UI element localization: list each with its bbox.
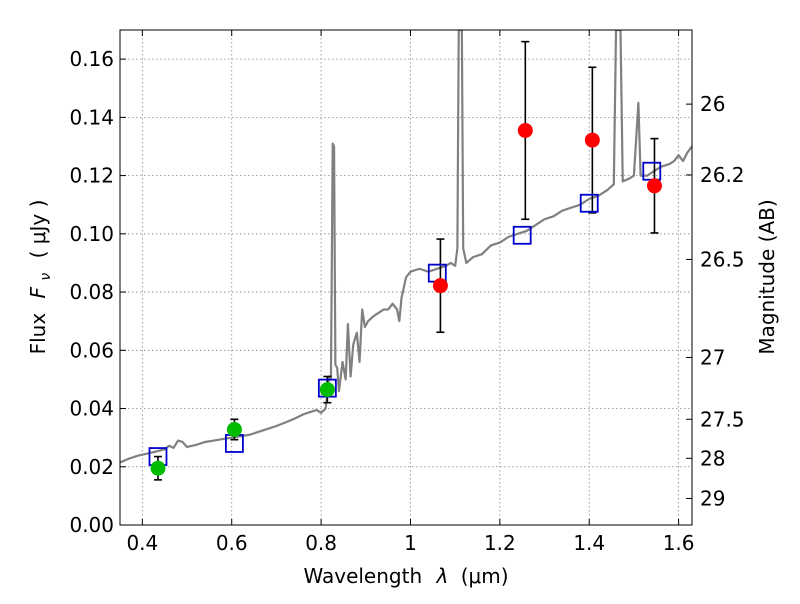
y-tick-label: 0.04 xyxy=(69,397,114,421)
y-axis-label: Flux F ν ( μJy ) xyxy=(26,200,55,355)
y2-tick-label: 27.5 xyxy=(700,407,745,431)
y2-tick-label: 27 xyxy=(700,345,725,369)
y-tick-label: 0.16 xyxy=(69,47,114,71)
y2-tick-label: 26 xyxy=(700,92,725,116)
y-axis-label-unit: ( μJy ) xyxy=(26,200,50,259)
y-axis-label-sub: ν xyxy=(38,273,54,281)
x-axis-label-unit: (μm) xyxy=(461,564,509,588)
x-tick-label: 1.2 xyxy=(484,531,516,555)
y2-tick-label: 26.2 xyxy=(700,163,745,187)
model-box-marker xyxy=(642,161,662,181)
y-tick-label: 0.14 xyxy=(69,105,114,129)
x-axis-label: Wavelength λ (μm) xyxy=(303,564,508,588)
spectrum-line xyxy=(120,30,692,464)
y-axis-label-text: Flux xyxy=(26,313,50,355)
nir-point xyxy=(432,278,448,294)
y2-axis-label: Magnitude (AB) xyxy=(755,199,779,354)
y2-tick-label: 29 xyxy=(700,486,725,510)
y2-tick-label: 26.5 xyxy=(700,247,745,271)
y-tick-label: 0.00 xyxy=(69,513,114,537)
model-box-marker xyxy=(512,225,532,245)
optical-point xyxy=(150,460,166,476)
x-tick-label: 0.6 xyxy=(216,531,248,555)
nir-point xyxy=(646,178,662,194)
y-tick-label: 0.08 xyxy=(69,280,114,304)
optical-point xyxy=(319,382,335,398)
model-box-marker xyxy=(579,193,599,213)
nir-point xyxy=(584,132,600,148)
y2-tick-label: 28 xyxy=(700,446,725,470)
optical-point xyxy=(226,421,242,437)
x-axis-label-var: λ xyxy=(436,564,449,588)
y-tick-label: 0.02 xyxy=(69,455,114,479)
x-tick-label: 0.4 xyxy=(126,531,158,555)
x-tick-label: 1.4 xyxy=(573,531,605,555)
x-tick-label: 1 xyxy=(404,531,417,555)
plot-frame xyxy=(119,29,693,526)
nir-point xyxy=(517,122,533,138)
x-tick-label: 1.6 xyxy=(663,531,695,555)
y-axis-label-var: F xyxy=(26,286,50,298)
x-tick-label: 0.8 xyxy=(305,531,337,555)
x-axis-label-text: Wavelength xyxy=(303,564,422,588)
y-tick-label: 0.10 xyxy=(69,222,114,246)
y-tick-label: 0.06 xyxy=(69,338,114,362)
y-tick-label: 0.12 xyxy=(69,164,114,188)
